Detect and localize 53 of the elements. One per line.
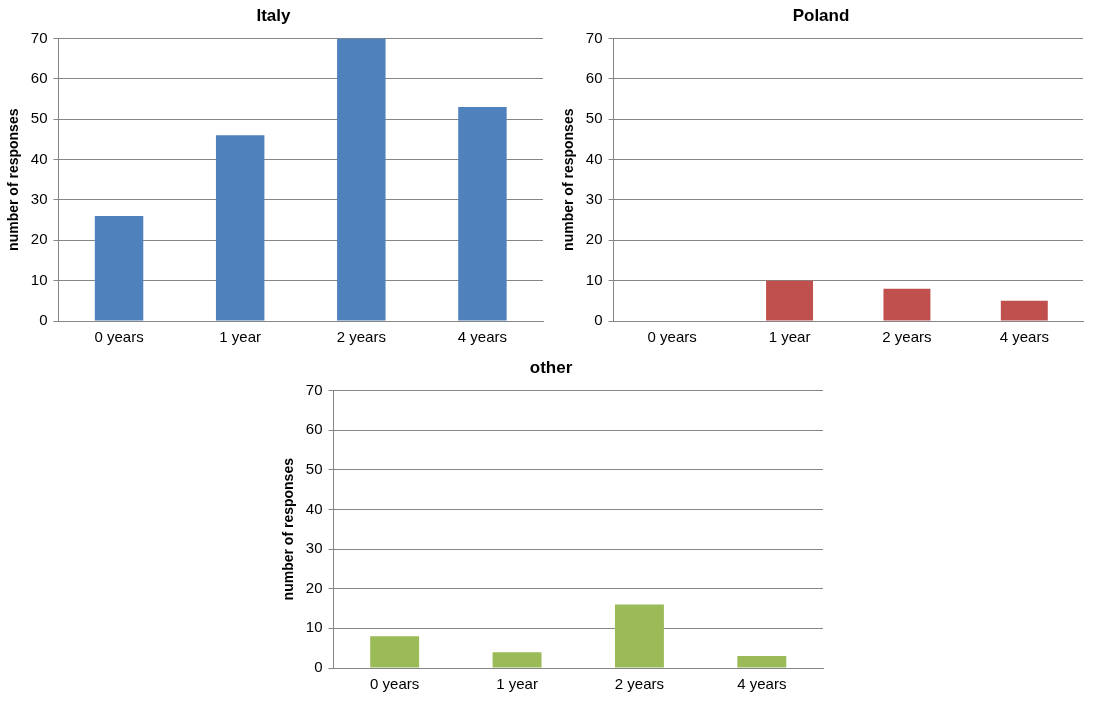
bar <box>215 135 265 321</box>
y-tick-label: 50 <box>305 459 323 477</box>
y-tick-label: 40 <box>585 149 603 167</box>
x-tick-label: 4 years <box>999 328 1049 346</box>
y-tick-label: 20 <box>30 230 48 248</box>
x-tick-label: 2 years <box>882 328 932 346</box>
bar <box>737 656 787 668</box>
x-tick-label: 0 years <box>647 328 697 346</box>
y-tick-label: 70 <box>30 28 48 46</box>
bar <box>1000 300 1048 321</box>
y-axis-title: number of responses <box>560 108 577 251</box>
x-tick-label: 0 years <box>94 328 144 346</box>
y-tick-label: 0 <box>594 311 603 329</box>
y-tick-label: 10 <box>30 270 48 288</box>
bar <box>766 280 814 321</box>
y-tick-label: 30 <box>30 190 48 208</box>
x-tick-label: 0 years <box>370 675 420 693</box>
bar <box>337 38 386 321</box>
chart-title: other <box>529 357 573 377</box>
y-tick-label: 30 <box>305 539 323 557</box>
y-tick-label: 70 <box>305 380 323 398</box>
y-tick-label: 10 <box>585 270 603 288</box>
y-axis-title: number of responses <box>5 108 22 251</box>
chart-title: Poland <box>792 5 850 25</box>
x-tick-label: 1 year <box>219 328 262 346</box>
y-tick-label: 40 <box>305 499 323 517</box>
bar <box>370 636 420 668</box>
y-tick-label: 0 <box>39 311 48 329</box>
y-tick-label: 30 <box>585 190 603 208</box>
y-tick-label: 60 <box>585 68 603 86</box>
x-tick-label: 4 years <box>737 675 787 693</box>
x-tick-label: 2 years <box>614 675 665 693</box>
y-tick-label: 70 <box>585 28 603 46</box>
x-tick-label: 1 year <box>768 328 811 346</box>
bar <box>458 107 507 321</box>
x-tick-label: 4 years <box>457 328 508 346</box>
bar <box>883 288 931 321</box>
y-axis-title: number of responses <box>280 457 297 601</box>
y-tick-label: 50 <box>30 109 48 127</box>
bar <box>94 216 144 321</box>
bar <box>614 604 664 668</box>
bar <box>492 652 542 668</box>
x-tick-label: 2 years <box>336 328 386 346</box>
y-tick-label: 40 <box>30 149 48 167</box>
y-tick-label: 60 <box>305 420 323 438</box>
x-tick-label: 1 year <box>496 675 538 693</box>
chart-title: Italy <box>256 5 292 25</box>
y-tick-label: 20 <box>585 230 603 248</box>
y-tick-label: 50 <box>585 109 603 127</box>
y-tick-label: 0 <box>314 658 323 676</box>
y-tick-label: 10 <box>305 618 323 636</box>
y-tick-label: 20 <box>305 578 323 596</box>
y-tick-label: 60 <box>30 68 48 86</box>
